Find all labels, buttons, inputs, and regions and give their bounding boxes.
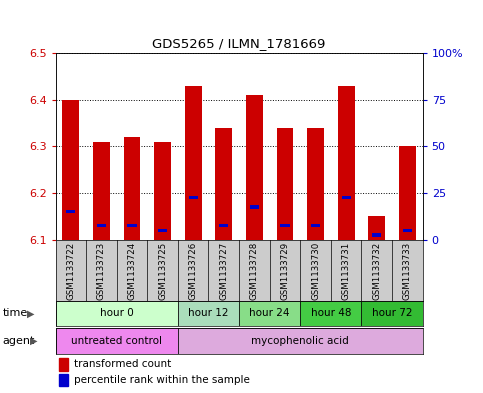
Text: GSM1133722: GSM1133722 <box>66 242 75 300</box>
Text: ▶: ▶ <box>27 309 34 318</box>
Bar <box>300 301 361 326</box>
Text: GSM1133733: GSM1133733 <box>403 242 412 300</box>
Text: transformed count: transformed count <box>74 359 171 369</box>
Bar <box>188 196 198 199</box>
Bar <box>56 301 178 326</box>
Bar <box>59 358 69 371</box>
Text: GSM1133730: GSM1133730 <box>311 242 320 300</box>
Text: hour 48: hour 48 <box>311 309 351 318</box>
Bar <box>369 217 385 240</box>
Bar <box>56 328 178 354</box>
Bar <box>239 301 300 326</box>
Bar <box>158 229 167 232</box>
Text: GSM1133731: GSM1133731 <box>341 242 351 300</box>
Bar <box>185 86 201 240</box>
Bar <box>246 95 263 240</box>
Text: hour 24: hour 24 <box>249 309 290 318</box>
Bar <box>154 142 171 240</box>
Bar <box>62 100 79 240</box>
Bar <box>66 210 75 213</box>
Bar <box>280 224 290 228</box>
Bar <box>307 128 324 240</box>
Text: time: time <box>2 309 28 318</box>
Bar <box>219 224 228 228</box>
Text: GSM1133725: GSM1133725 <box>158 242 167 300</box>
Bar <box>338 86 355 240</box>
Text: hour 12: hour 12 <box>188 309 229 318</box>
Bar <box>361 301 423 326</box>
Text: GSM1133732: GSM1133732 <box>372 242 381 300</box>
Text: mycophenolic acid: mycophenolic acid <box>251 336 349 346</box>
Text: GSM1133726: GSM1133726 <box>189 242 198 300</box>
Text: GSM1133729: GSM1133729 <box>281 242 289 300</box>
Text: hour 0: hour 0 <box>100 309 134 318</box>
Bar <box>59 374 69 386</box>
Bar <box>178 328 423 354</box>
Bar <box>403 229 412 232</box>
Text: ▶: ▶ <box>30 336 38 346</box>
Text: untreated control: untreated control <box>71 336 162 346</box>
Text: GSM1133728: GSM1133728 <box>250 242 259 300</box>
Bar <box>399 147 416 240</box>
Bar <box>250 206 259 209</box>
Text: agent: agent <box>2 336 35 346</box>
Bar <box>311 224 320 228</box>
Bar <box>341 196 351 199</box>
Text: GSM1133727: GSM1133727 <box>219 242 228 300</box>
Bar <box>97 224 106 228</box>
Text: percentile rank within the sample: percentile rank within the sample <box>74 375 250 385</box>
Bar <box>215 128 232 240</box>
Bar <box>372 233 382 237</box>
Bar <box>124 137 141 240</box>
Text: GSM1133723: GSM1133723 <box>97 242 106 300</box>
Title: GDS5265 / ILMN_1781669: GDS5265 / ILMN_1781669 <box>153 37 326 50</box>
Bar <box>128 224 137 228</box>
Bar <box>277 128 293 240</box>
Text: GSM1133724: GSM1133724 <box>128 242 137 300</box>
Bar <box>93 142 110 240</box>
Bar <box>178 301 239 326</box>
Text: hour 72: hour 72 <box>372 309 412 318</box>
